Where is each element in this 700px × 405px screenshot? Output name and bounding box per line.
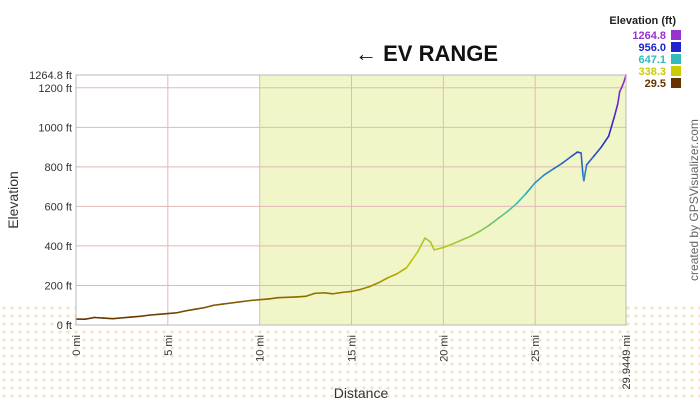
elevation-segment	[250, 300, 259, 301]
legend-entry-label: 1264.8	[632, 30, 666, 42]
legend-entry-label: 338.3	[638, 66, 666, 78]
legend-entry-label: 647.1	[638, 54, 666, 66]
elevation-segment	[324, 293, 333, 294]
x-tick-label: 0 mi	[71, 335, 83, 356]
legend-swatch	[671, 54, 681, 64]
elevation-segment	[131, 316, 140, 317]
y-tick-label: 600 ft	[44, 201, 72, 213]
elevation-segment	[149, 314, 158, 315]
legend-swatch	[671, 66, 681, 76]
elevation-segment	[168, 313, 177, 314]
y-tick-label: 1200 ft	[38, 83, 72, 95]
x-axis-label: Distance	[334, 385, 389, 400]
ev-range-annotation: ← EV RANGE	[355, 41, 498, 66]
x-tick-label: 29.9449 mi	[621, 335, 633, 389]
legend-swatch	[671, 78, 681, 88]
elevation-segment	[260, 299, 269, 300]
x-tick-label: 15 mi	[347, 335, 359, 362]
legend-swatch	[671, 42, 681, 52]
y-tick-label: 400 ft	[44, 241, 72, 253]
elevation-segment	[122, 317, 131, 318]
elevation-segment	[315, 293, 324, 294]
legend-swatch	[671, 30, 681, 40]
elevation-segment	[94, 317, 103, 318]
y-tick-label: 200 ft	[44, 280, 72, 292]
x-tick-label: 20 mi	[438, 335, 450, 362]
legend-entry-label: 956.0	[638, 42, 666, 54]
x-tick-label: 10 mi	[255, 335, 267, 362]
y-axis-label: Elevation	[5, 171, 21, 229]
y-tick-label: 1264.8 ft	[29, 70, 72, 82]
y-tick-label: 1000 ft	[38, 122, 72, 134]
elevation-segment	[113, 318, 122, 319]
elevation-segment	[104, 318, 113, 319]
legend-entry-label: 29.5	[645, 78, 666, 90]
credit-text: created by GPSVisualizer.com	[687, 119, 700, 281]
legend-title: Elevation (ft)	[609, 15, 676, 27]
elevation-segment	[278, 297, 296, 298]
y-tick-label: 800 ft	[44, 162, 72, 174]
highlight-range	[260, 75, 626, 325]
y-tick-label: 0 ft	[57, 320, 72, 332]
elevation-segment	[342, 291, 351, 292]
elevation-segment	[159, 314, 168, 315]
x-tick-label: 5 mi	[163, 335, 175, 356]
x-tick-label: 25 mi	[530, 335, 542, 362]
elevation-segment	[296, 296, 305, 297]
